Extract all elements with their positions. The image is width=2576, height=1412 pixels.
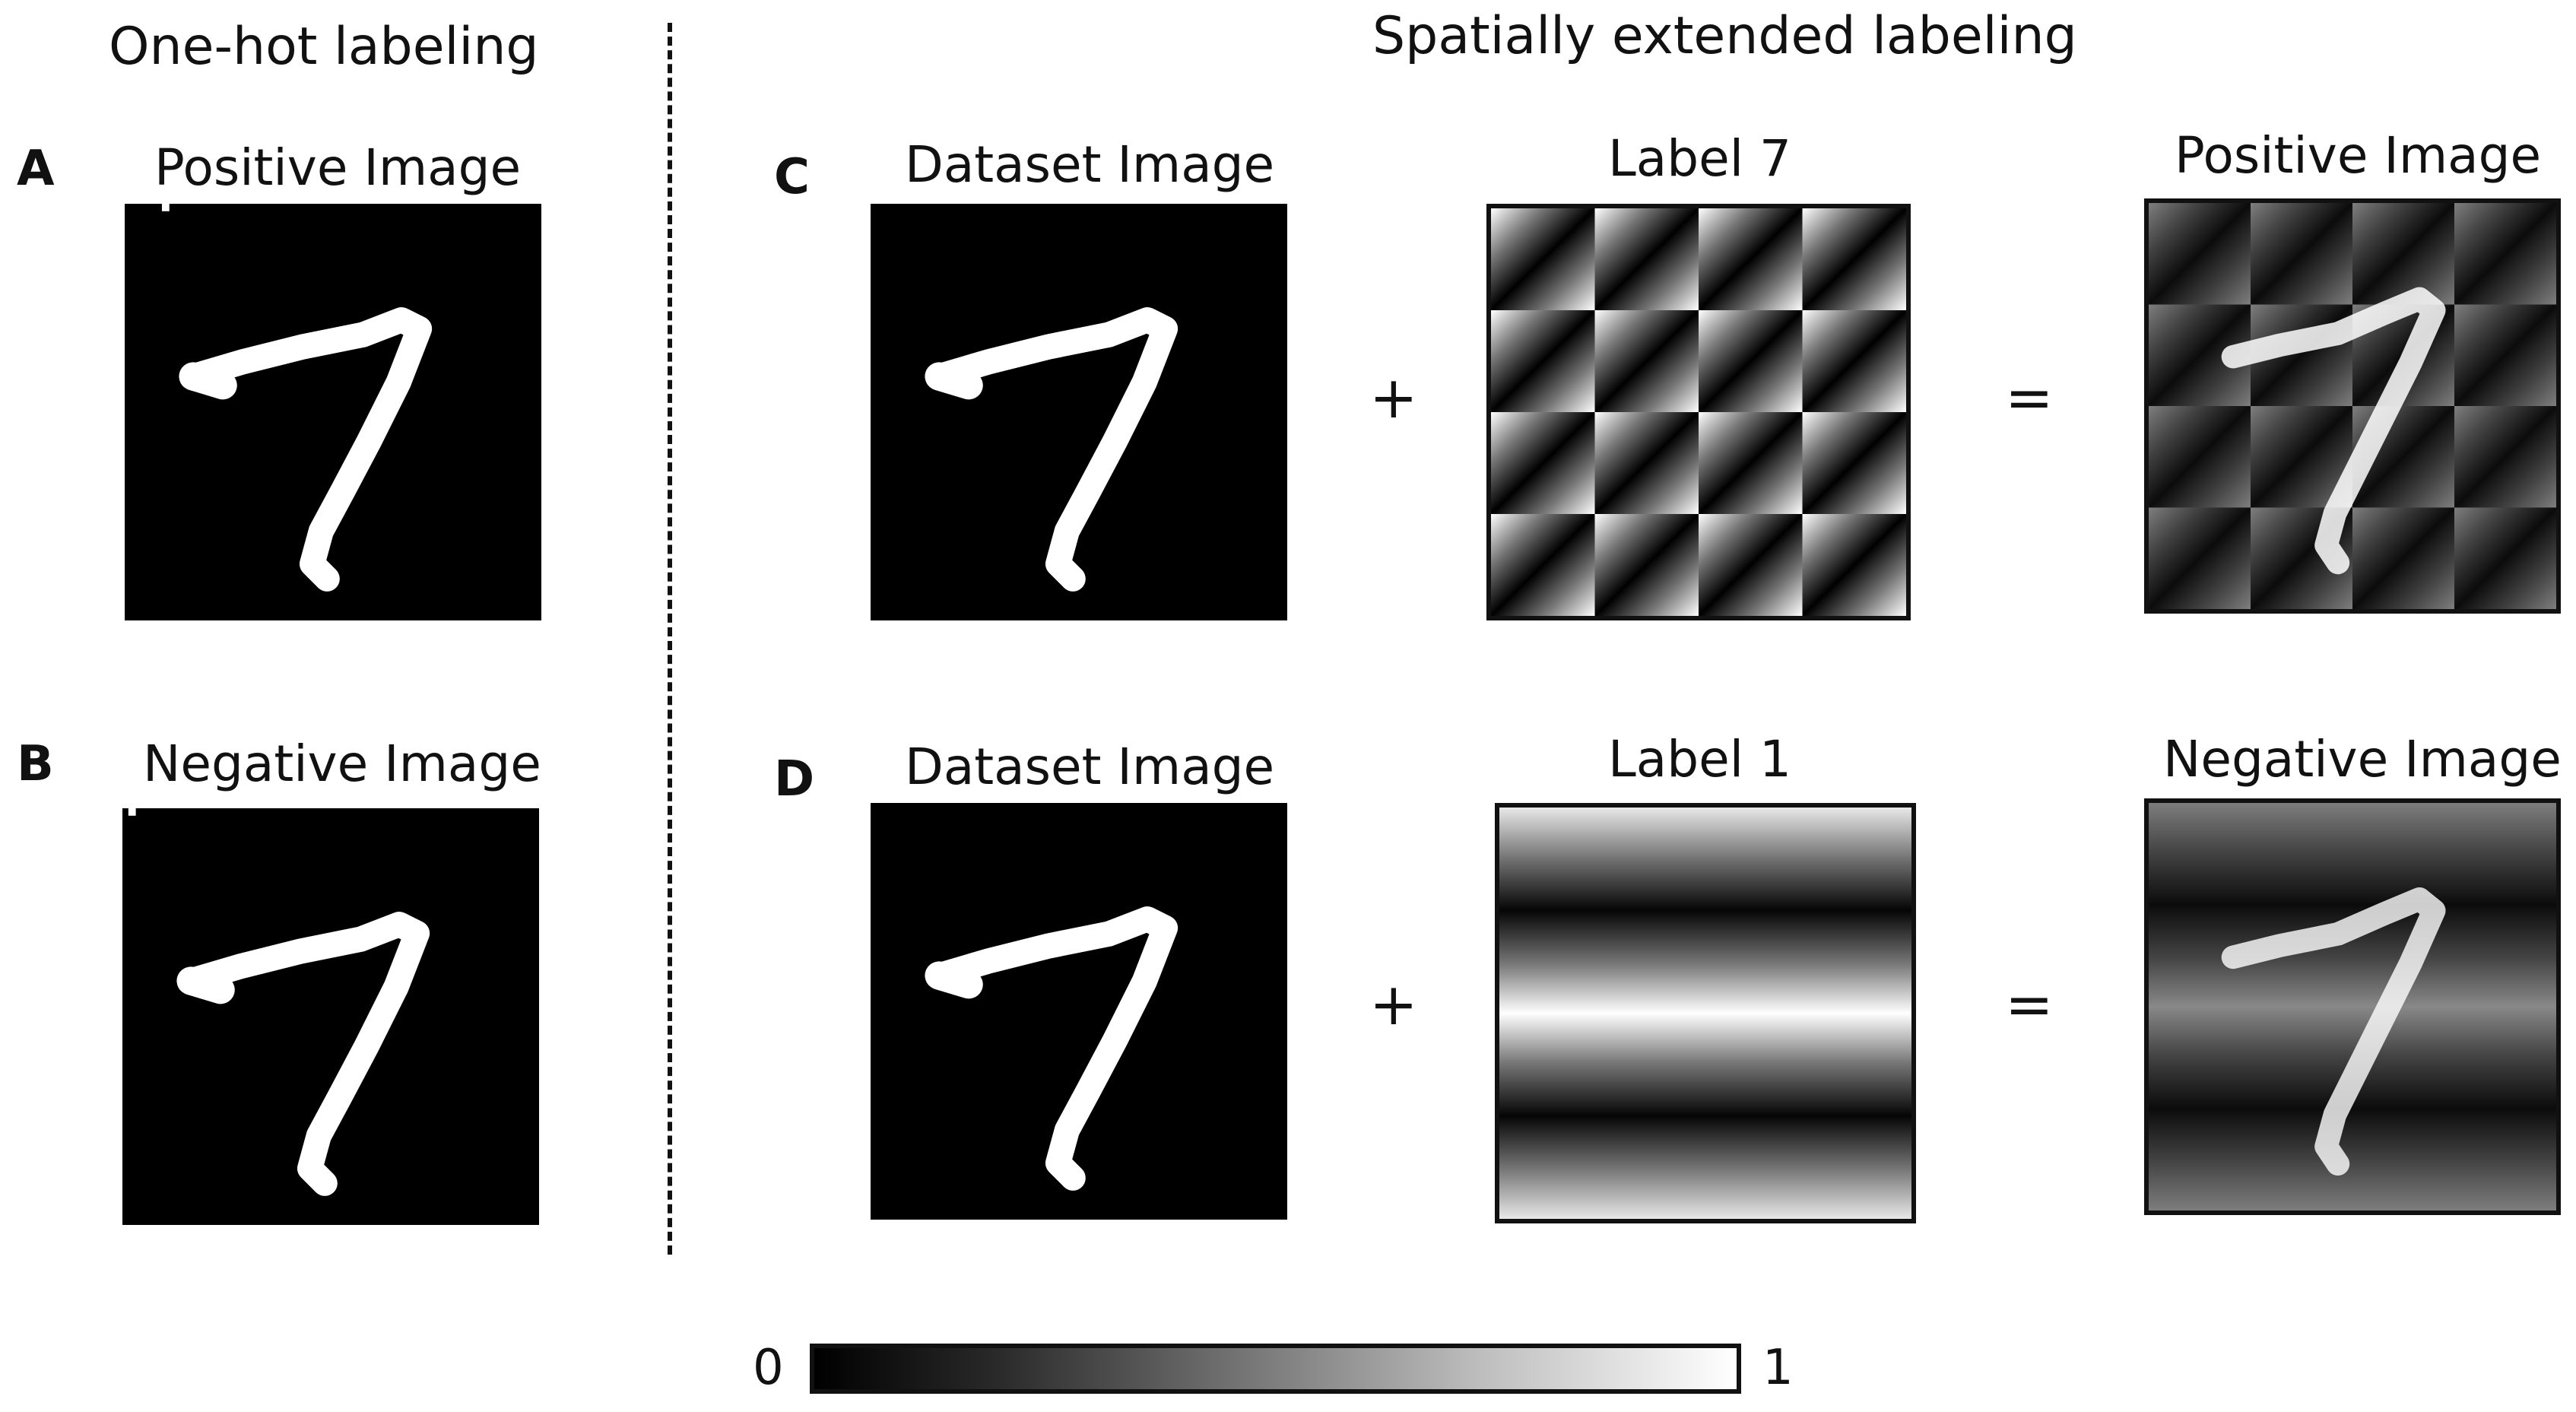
- panel-a-caption: Positive Image: [154, 138, 522, 197]
- panel-d-dataset-caption: Dataset Image: [905, 738, 1275, 796]
- panel-c-equals-sign: =: [2005, 363, 2054, 431]
- panel-c-result-caption: Positive Image: [2175, 126, 2542, 185]
- one-hot-section-title: One-hot labeling: [109, 17, 539, 77]
- panel-c-label-caption: Label 7: [1608, 129, 1792, 188]
- panel-c-dataset-image: [871, 204, 1287, 620]
- panel-c-dataset-caption: Dataset Image: [905, 135, 1275, 194]
- panel-letter-d: D: [774, 751, 815, 808]
- panel-d-plus-sign: +: [1369, 970, 1418, 1038]
- panel-a-positive-image: [125, 204, 541, 620]
- panel-b-negative-image: [122, 808, 539, 1225]
- grayscale-colorbar: [810, 1344, 1741, 1394]
- colorbar-max-label: 1: [1762, 1340, 1794, 1396]
- panel-d-equals-sign: =: [2005, 970, 2054, 1038]
- panel-letter-b: B: [17, 736, 54, 792]
- spatial-section-title: Spatially extended labeling: [1372, 6, 2077, 66]
- panel-letter-c: C: [774, 149, 810, 205]
- panel-d-result-caption: Negative Image: [2163, 730, 2562, 788]
- panel-b-caption: Negative Image: [143, 735, 541, 793]
- panel-d-label-caption: Label 1: [1608, 730, 1792, 788]
- colorbar-min-label: 0: [753, 1340, 784, 1396]
- section-divider: [668, 23, 672, 1255]
- panel-d-negative-image: [2144, 798, 2561, 1215]
- panel-d-dataset-image: [871, 803, 1287, 1220]
- panel-letter-a: A: [17, 141, 55, 197]
- panel-c-positive-image: [2144, 198, 2561, 614]
- panel-d-label-pattern: [1495, 803, 1916, 1223]
- panel-c-plus-sign: +: [1369, 363, 1418, 431]
- panel-c-label-pattern: [1486, 204, 1911, 620]
